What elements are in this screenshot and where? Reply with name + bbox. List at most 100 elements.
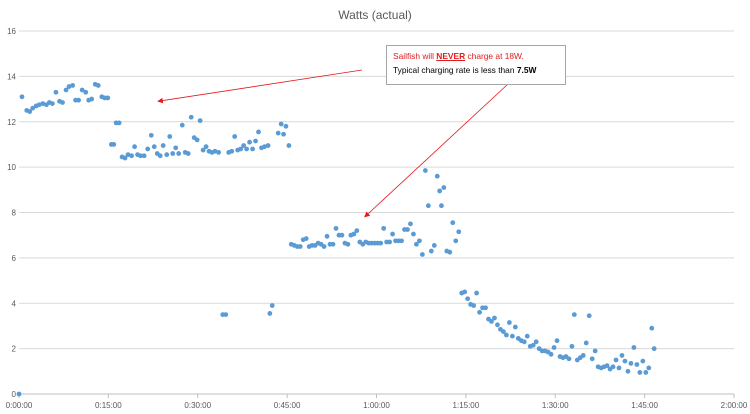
data-point xyxy=(60,100,65,105)
data-point xyxy=(83,89,89,95)
data-point xyxy=(399,238,404,244)
data-point xyxy=(275,130,281,136)
data-point xyxy=(592,348,598,354)
y-tick-label: 14 xyxy=(7,72,16,81)
data-points xyxy=(16,81,657,397)
grid xyxy=(19,30,734,395)
data-point xyxy=(116,120,122,126)
data-point xyxy=(63,87,69,93)
data-point xyxy=(456,229,462,235)
data-point xyxy=(569,343,575,349)
data-point xyxy=(244,146,250,152)
data-point xyxy=(229,148,235,154)
data-point xyxy=(474,290,479,296)
data-point xyxy=(200,147,206,153)
data-point xyxy=(604,363,610,369)
x-tick-label: 0:00:00 xyxy=(6,401,33,410)
data-point xyxy=(501,329,506,335)
data-point xyxy=(129,153,135,159)
data-point xyxy=(170,151,176,156)
y-tick-label: 2 xyxy=(12,345,17,354)
data-point xyxy=(216,149,222,155)
data-point xyxy=(173,145,179,151)
data-point xyxy=(439,203,444,209)
data-point xyxy=(223,312,229,317)
data-point xyxy=(381,225,387,231)
annotation-arrows xyxy=(157,69,509,218)
data-point xyxy=(495,322,500,328)
data-point xyxy=(583,340,589,346)
data-point xyxy=(551,345,557,350)
data-point xyxy=(141,153,147,159)
data-point xyxy=(286,143,292,148)
data-point xyxy=(465,296,471,302)
data-point xyxy=(194,137,200,143)
data-point xyxy=(297,244,303,249)
data-point xyxy=(105,95,111,101)
data-point xyxy=(76,97,81,103)
data-point xyxy=(619,353,625,358)
data-point xyxy=(188,114,194,120)
data-point xyxy=(269,303,275,308)
data-point xyxy=(167,134,173,139)
data-point xyxy=(354,228,360,234)
x-tick-label: 0:15:00 xyxy=(95,401,122,410)
data-point xyxy=(30,105,36,111)
data-point xyxy=(164,152,170,158)
annotation-rate-emphasis: 7.5W xyxy=(516,65,537,75)
data-point xyxy=(548,351,554,357)
data-point xyxy=(339,232,345,238)
data-point xyxy=(333,225,339,231)
annotation-arrow-2 xyxy=(364,83,509,218)
data-point xyxy=(589,356,595,362)
data-point xyxy=(122,155,128,161)
data-point xyxy=(281,131,286,137)
data-point xyxy=(95,83,101,88)
data-point xyxy=(616,365,622,371)
data-point xyxy=(580,353,586,358)
data-point xyxy=(521,339,527,345)
data-point xyxy=(387,239,393,245)
data-point xyxy=(533,339,539,345)
data-point xyxy=(16,391,22,397)
data-point xyxy=(238,146,244,152)
annotation-box: Sailfish will NEVER charge at 18W. Typic… xyxy=(386,45,566,85)
data-point xyxy=(351,231,357,237)
data-point xyxy=(265,143,271,148)
y-tick-label: 10 xyxy=(7,163,16,172)
data-point xyxy=(278,121,284,127)
annotation-line-2: Typical charging rate is less than 7.5W xyxy=(393,63,559,77)
data-point xyxy=(628,360,634,366)
data-point xyxy=(390,231,395,237)
data-point xyxy=(503,332,509,338)
data-point xyxy=(176,151,182,156)
x-tick-label: 1:30:00 xyxy=(542,401,569,410)
x-tick-label: 2:00:00 xyxy=(721,401,748,410)
x-tick-label: 1:15:00 xyxy=(453,401,480,410)
data-point xyxy=(53,89,59,95)
data-point xyxy=(425,203,431,209)
data-point xyxy=(450,220,456,226)
data-point xyxy=(530,342,536,348)
data-point xyxy=(27,109,33,114)
data-point xyxy=(160,143,166,148)
y-tick-label: 16 xyxy=(7,27,16,36)
data-point xyxy=(651,346,657,352)
y-tick-label: 12 xyxy=(7,118,16,127)
chart-title: Watts (actual) xyxy=(338,8,412,22)
data-point xyxy=(414,241,419,247)
data-point xyxy=(586,313,592,319)
data-point xyxy=(241,143,247,148)
y-tick-label: 6 xyxy=(12,254,17,263)
y-tick-label: 4 xyxy=(12,299,17,308)
data-point xyxy=(303,236,309,241)
data-point xyxy=(434,173,440,179)
data-point xyxy=(417,238,422,244)
data-point xyxy=(49,101,55,106)
annotation-line-1-end: charge at 18W. xyxy=(465,51,524,61)
annotation-never-emphasis: NEVER xyxy=(436,51,466,61)
x-tick-label: 1:00:00 xyxy=(363,401,390,410)
data-point xyxy=(634,362,640,367)
data-point xyxy=(509,333,515,339)
